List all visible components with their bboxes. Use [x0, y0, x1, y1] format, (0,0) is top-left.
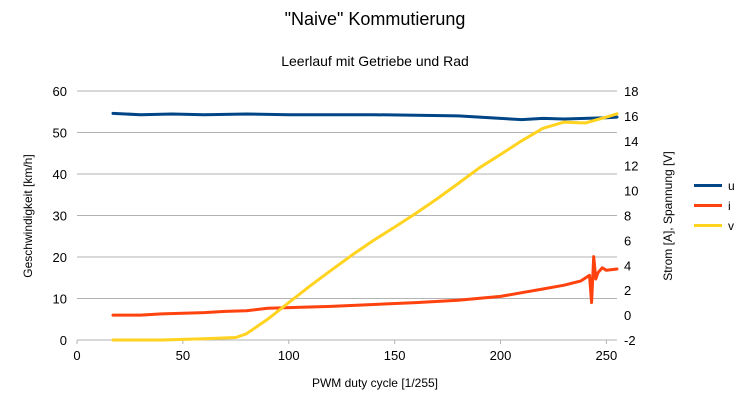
legend-swatch-v — [694, 224, 722, 228]
chart-subtitle: Leerlauf mit Getriebe und Rad — [281, 53, 469, 69]
y2-tick-label-9: 16 — [624, 109, 638, 124]
legend-item-u: u — [694, 178, 735, 193]
y2-tick-label-8: 14 — [624, 134, 638, 149]
x-tick-label-2: 100 — [278, 348, 300, 363]
y-tick-label-2: 20 — [53, 250, 67, 265]
y2-tick-label-5: 8 — [624, 209, 631, 224]
y-tick-label-4: 40 — [53, 167, 67, 182]
y-tick-label-3: 30 — [53, 209, 67, 224]
y2-tick-label-6: 10 — [624, 184, 638, 199]
y2-tick-label-10: 18 — [624, 84, 638, 99]
gridlines — [77, 90, 617, 341]
y-tick-label-0: 0 — [60, 333, 67, 348]
legend-item-i: i — [694, 198, 731, 213]
y-axis-label: Geschwindigkeit [km/h] — [21, 154, 35, 278]
x-tick-label-3: 150 — [384, 348, 406, 363]
legend-swatch-u — [694, 184, 722, 188]
y-tick-label-6: 60 — [53, 84, 67, 99]
y-tick-label-5: 50 — [53, 126, 67, 141]
series-line-v — [111, 112, 619, 342]
legend-label-v: v — [728, 218, 734, 233]
x-axis-label: PWM duty cycle [1/255] — [311, 376, 439, 390]
legend-label-u: u — [728, 178, 735, 193]
y2-tick-label-3: 4 — [624, 258, 631, 273]
y2-tick-label-1: 0 — [624, 308, 631, 323]
y2-tick-label-7: 12 — [624, 159, 638, 174]
x-tick-label-4: 200 — [490, 348, 512, 363]
y2-tick-label-0: -2 — [624, 333, 636, 348]
y2-tick-label-4: 6 — [624, 233, 631, 248]
series-group — [111, 111, 619, 342]
y2-tick-label-2: 2 — [624, 283, 631, 298]
secondary-y-axis-label: Strom [A], Spannung [V] — [661, 151, 675, 281]
series-line-i — [111, 255, 619, 317]
x-tick-label-0: 0 — [73, 348, 80, 363]
y-tick-label-1: 10 — [53, 292, 67, 307]
legend-label-i: i — [728, 198, 731, 213]
tick-labels: 0 50 100 150 200 250 0 10 20 30 40 50 60 -2 0 2 4 6 8 10 12 1… — [53, 84, 639, 363]
legend-item-v: v — [694, 218, 734, 233]
x-tick-label-1: 50 — [176, 348, 190, 363]
series-line-u — [111, 111, 619, 122]
x-tick-label-5: 250 — [596, 348, 618, 363]
legend-swatch-i — [694, 204, 722, 208]
chart-title: "Naive" Kommutierung — [284, 9, 466, 29]
